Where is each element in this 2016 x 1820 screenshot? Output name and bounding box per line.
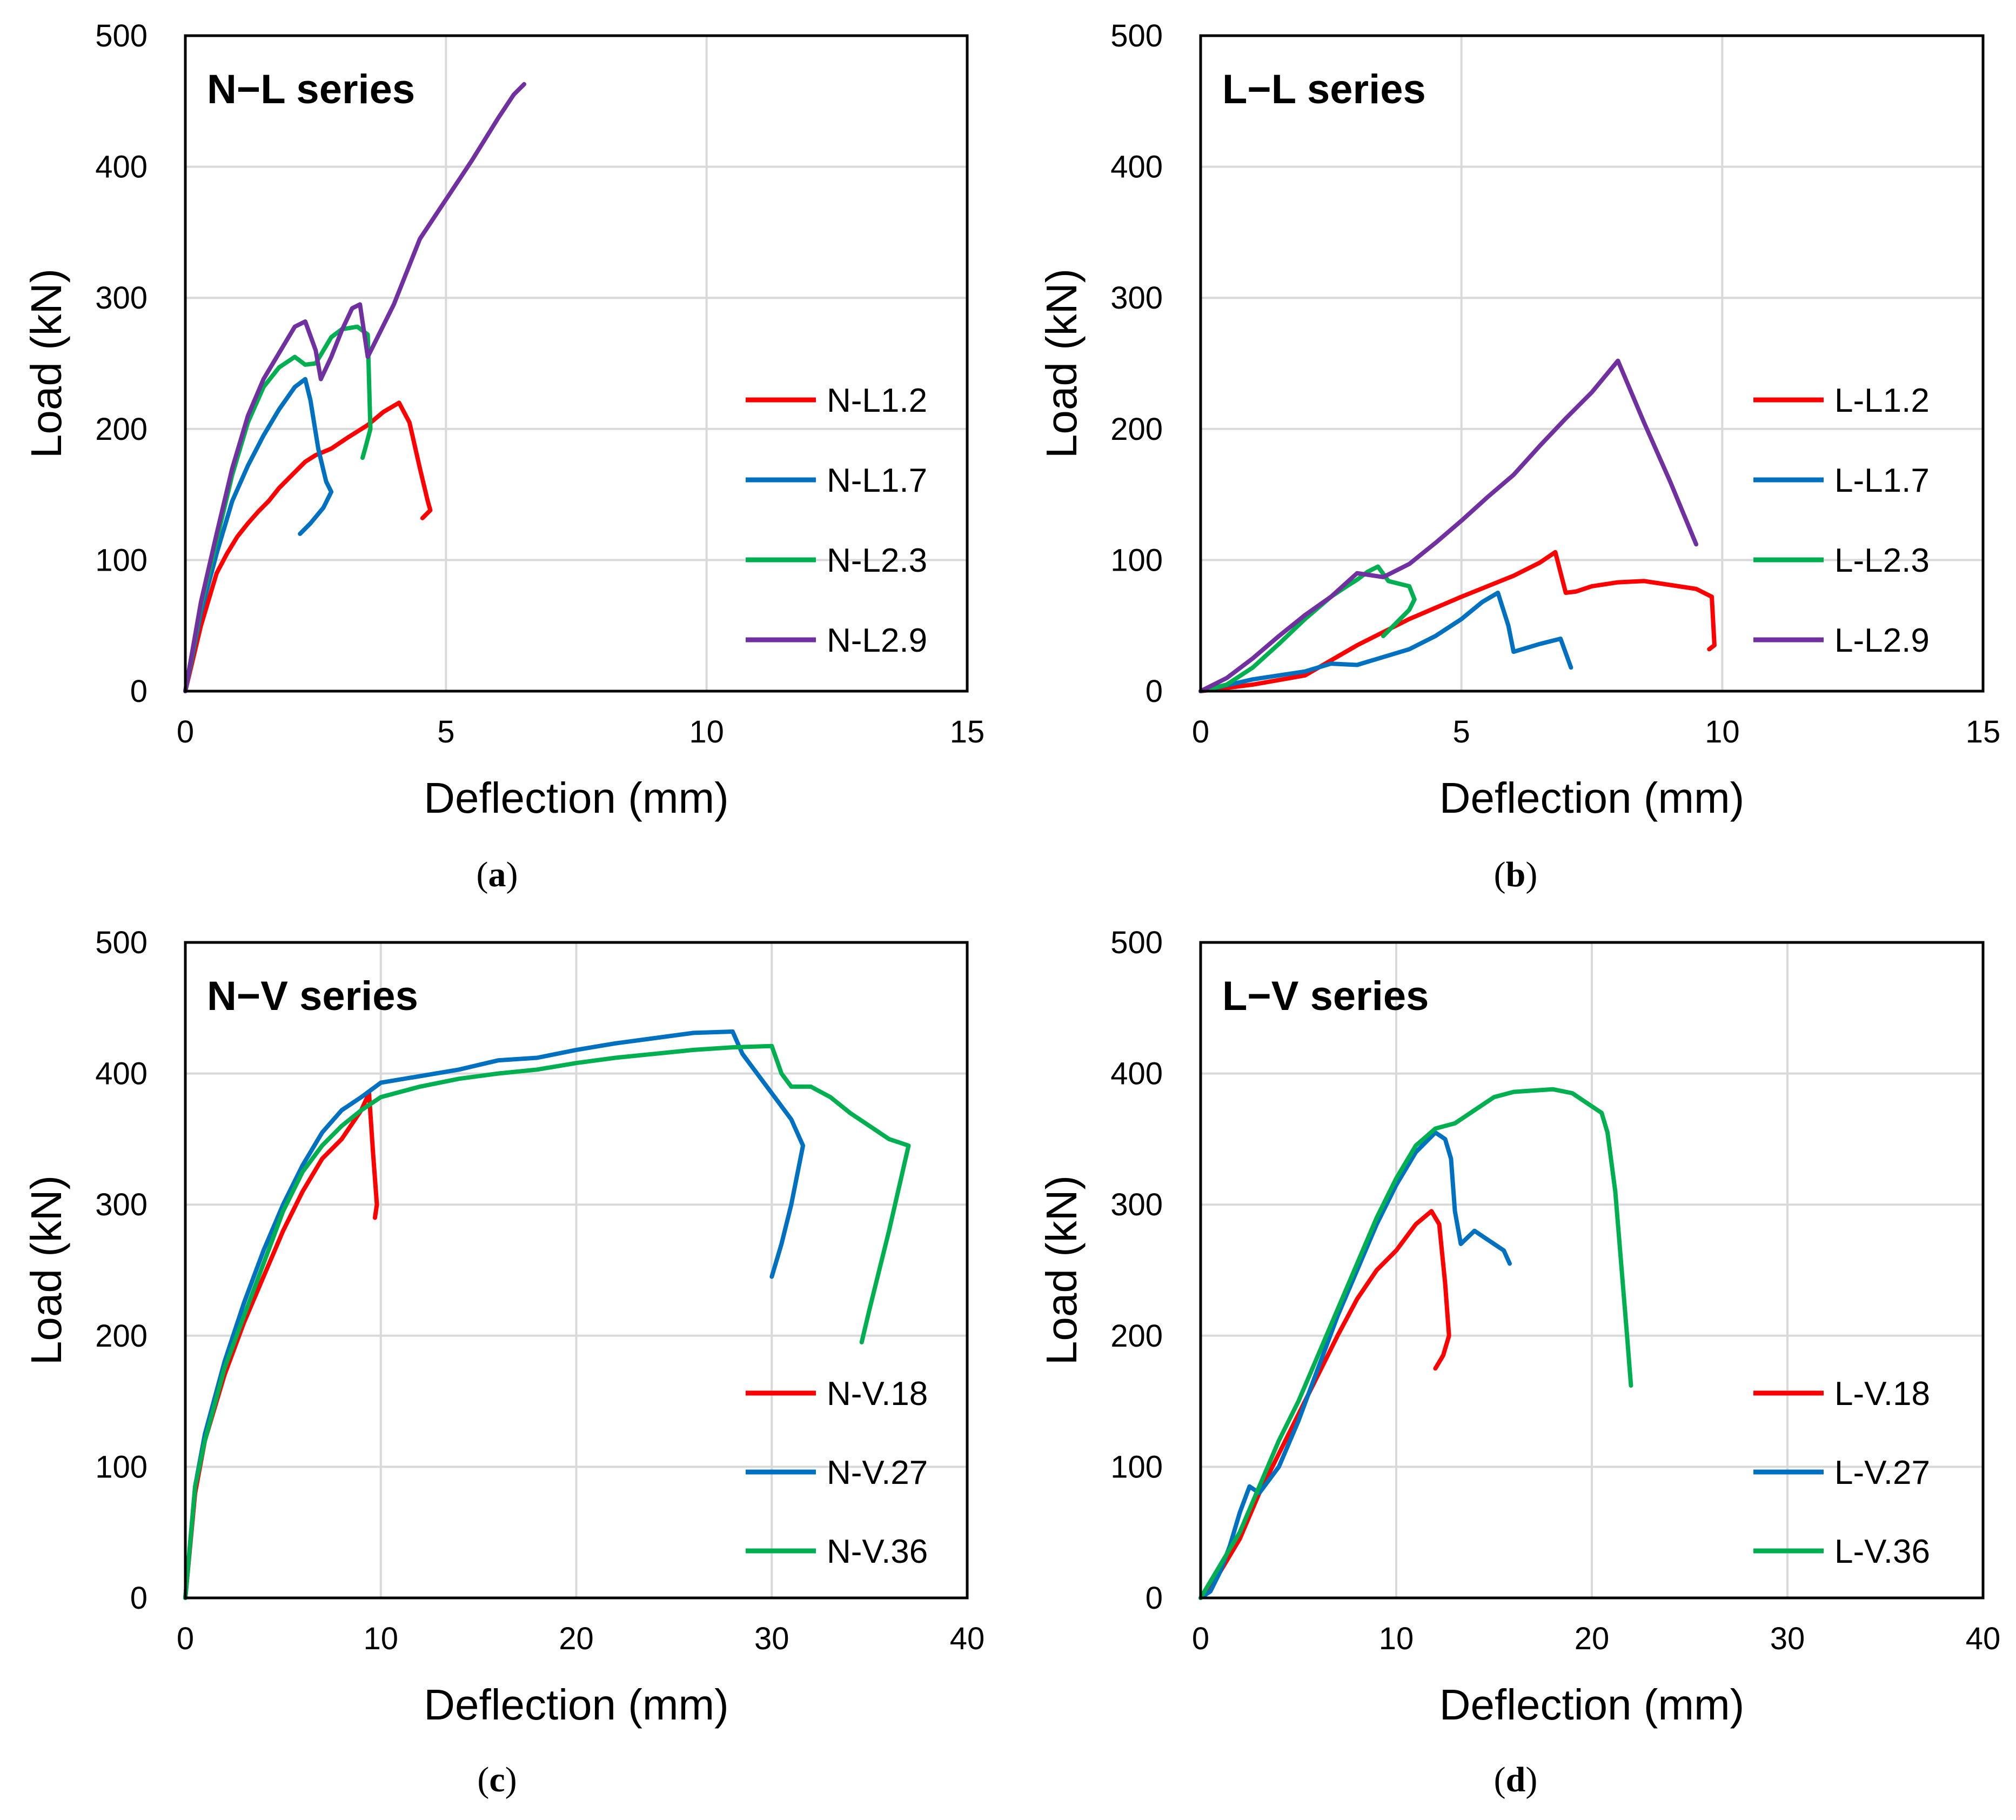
legend-label: N-L1.2 (827, 382, 927, 419)
y-tick-label: 0 (130, 1581, 148, 1616)
series-line-L-V.36 (1198, 1087, 1633, 1600)
y-axis-label: Load (kN) (22, 1175, 70, 1365)
y-tick-label: 0 (130, 674, 148, 709)
y-tick-label: 0 (1146, 674, 1163, 709)
legend-label: N-L1.7 (827, 462, 927, 499)
y-tick-label: 100 (95, 1449, 148, 1484)
y-axis-label: Load (kN) (1037, 1175, 1086, 1365)
legend: L-V.18 L-V.27 L-V.36 (1753, 1375, 1930, 1570)
legend: N-L1.2 N-L1.7 N-L2.3 N-L2.9 (746, 382, 927, 659)
x-tick-label: 10 (363, 1621, 398, 1656)
panel-caption: (a) (477, 855, 518, 894)
y-tick-label: 400 (1110, 150, 1163, 185)
y-tick-label: 200 (95, 412, 148, 447)
x-tick-label: 15 (1966, 714, 2001, 750)
x-tick-label: 30 (754, 1621, 789, 1656)
series-line-N-L2.9 (183, 82, 526, 693)
panel-caption: (d) (1494, 1760, 1538, 1799)
legend-label: N-V.18 (827, 1375, 928, 1413)
x-axis-label: Deflection (mm) (1439, 774, 1745, 822)
y-tick-label: 400 (1110, 1056, 1163, 1092)
series-line-L-L2.9 (1198, 358, 1699, 693)
y-tick-label: 200 (1110, 412, 1163, 447)
y-tick-label: 400 (95, 150, 148, 185)
y-tick-label: 200 (95, 1319, 148, 1354)
x-tick-label: 15 (950, 714, 985, 750)
y-tick-label: 100 (95, 543, 148, 578)
legend-label: L-V.18 (1834, 1375, 1930, 1413)
x-tick-label: 5 (437, 714, 454, 750)
series-line-L-L1.7 (1198, 591, 1573, 693)
x-tick-label: 0 (177, 714, 194, 750)
legend-label: L-L1.2 (1834, 382, 1930, 419)
legend-label: L-V.27 (1834, 1454, 1930, 1491)
series-line-L-V.27 (1198, 1130, 1512, 1600)
legend-label: N-V.36 (827, 1533, 928, 1570)
y-tick-label: 500 (1110, 18, 1163, 53)
series-line-L-V.18 (1198, 1209, 1451, 1600)
legend: L-L1.2 L-L1.7 L-L2.3 L-L2.9 (1753, 382, 1930, 659)
chart-c: 0 100 200 300 400 500 0 10 20 30 40 Deflection (mm)… (22, 925, 984, 1799)
legend: N-V.18 N-V.27 N-V.36 (746, 1375, 928, 1570)
y-tick-label: 100 (1110, 1449, 1163, 1484)
y-axis-label: Load (kN) (1037, 269, 1086, 458)
legend-label: N-L2.3 (827, 542, 927, 579)
y-tick-label: 500 (95, 925, 148, 960)
y-tick-label: 0 (1146, 1581, 1163, 1616)
legend-label: L-L1.7 (1834, 462, 1930, 499)
x-tick-label: 10 (1705, 714, 1740, 750)
panel-title: L−V series (1222, 973, 1429, 1019)
x-tick-label: 0 (1192, 714, 1209, 750)
y-tick-label: 300 (95, 1187, 148, 1222)
plot-border (1199, 34, 1985, 693)
x-axis-label: Deflection (mm) (1439, 1681, 1745, 1729)
series-line-N-V.27 (183, 1029, 806, 1600)
panel-title: N−V series (207, 973, 418, 1019)
panel-caption: (b) (1494, 855, 1538, 894)
x-tick-label: 20 (559, 1621, 594, 1656)
y-tick-label: 300 (95, 280, 148, 316)
panel-title: N−L series (207, 66, 415, 112)
x-tick-label: 5 (1453, 714, 1470, 750)
plot-area (1201, 36, 1983, 691)
legend-label: N-V.27 (827, 1454, 928, 1491)
x-tick-label: 40 (950, 1621, 985, 1656)
series-line-N-L1.7 (183, 377, 334, 693)
series-line-N-L1.2 (183, 400, 433, 693)
legend-label: N-L2.9 (827, 622, 927, 659)
chart-a: 0 100 200 300 400 500 0 5 10 15 Deflection (mm) Loa… (22, 18, 984, 894)
x-tick-label: 0 (177, 1621, 194, 1656)
x-tick-label: 30 (1770, 1621, 1805, 1656)
x-tick-label: 10 (1379, 1621, 1414, 1656)
legend-label: L-V.36 (1834, 1533, 1930, 1570)
y-tick-label: 500 (1110, 925, 1163, 960)
y-tick-label: 200 (1110, 1319, 1163, 1354)
x-tick-label: 40 (1966, 1621, 2001, 1656)
y-tick-label: 100 (1110, 543, 1163, 578)
x-axis-label: Deflection (mm) (424, 1681, 729, 1729)
y-tick-label: 400 (95, 1056, 148, 1092)
plot-border (184, 941, 969, 1600)
y-tick-label: 300 (1110, 1187, 1163, 1222)
panel-title: L−L series (1222, 66, 1426, 112)
legend-label: L-L2.9 (1834, 622, 1930, 659)
x-tick-label: 20 (1575, 1621, 1610, 1656)
x-tick-label: 10 (689, 714, 724, 750)
legend-label: L-L2.3 (1834, 542, 1930, 579)
panel-caption: (c) (477, 1760, 517, 1799)
y-axis-label: Load (kN) (22, 269, 70, 458)
y-tick-label: 500 (95, 18, 148, 53)
plot-border (184, 34, 969, 693)
series-line-L-L1.2 (1198, 550, 1717, 693)
chart-d: 0 100 200 300 400 500 0 10 20 30 40 Deflection (mm)… (1037, 925, 2000, 1799)
chart-b: 0 100 200 300 400 500 0 5 10 15 Deflection (mm) Loa… (1037, 18, 2000, 894)
y-tick-label: 300 (1110, 280, 1163, 316)
x-axis-label: Deflection (mm) (424, 774, 729, 822)
series-line-N-V.36 (183, 1043, 911, 1600)
plot-border (1199, 941, 1985, 1600)
x-tick-label: 0 (1192, 1621, 1209, 1656)
